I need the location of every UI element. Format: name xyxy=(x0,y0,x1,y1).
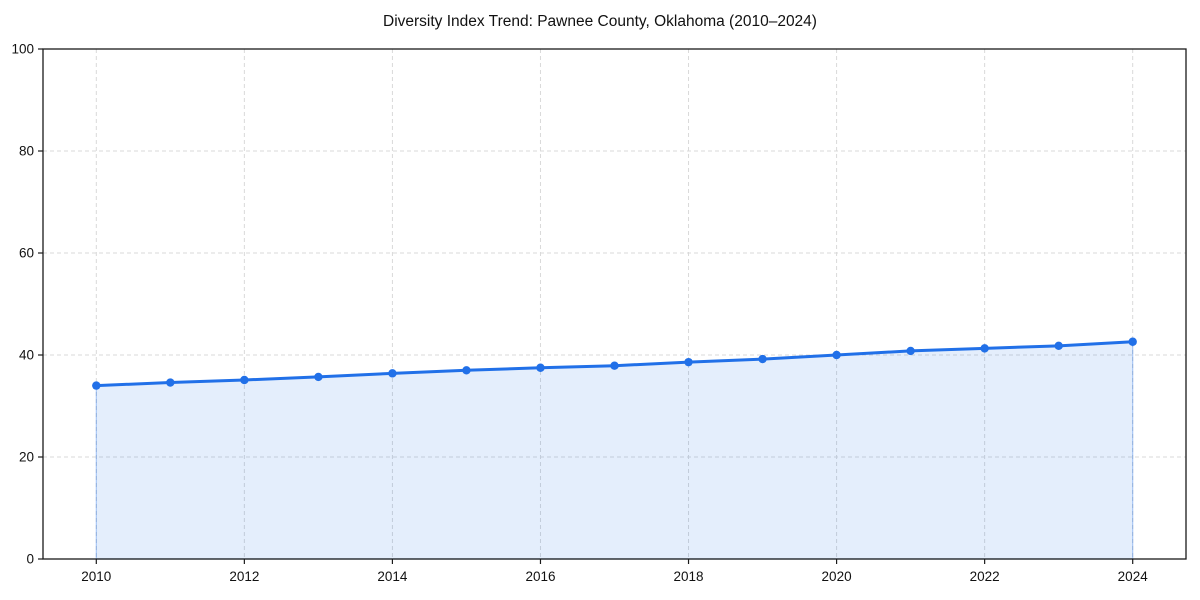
data-point-marker xyxy=(610,361,619,370)
y-tick-label: 40 xyxy=(19,348,34,363)
x-tick-label: 2010 xyxy=(81,569,111,584)
x-tick-label: 2014 xyxy=(377,569,408,584)
x-tick-label: 2020 xyxy=(822,569,852,584)
chart-title: Diversity Index Trend: Pawnee County, Ok… xyxy=(383,13,817,30)
x-tick-label: 2024 xyxy=(1118,569,1149,584)
data-point-marker xyxy=(980,344,989,353)
data-point-marker xyxy=(1128,337,1137,346)
data-point-marker xyxy=(240,375,249,385)
area-fill xyxy=(95,341,1134,560)
data-point-marker xyxy=(1054,341,1063,351)
data-point-marker xyxy=(832,350,841,360)
y-tick-label: 0 xyxy=(26,552,34,567)
y-tick-label: 60 xyxy=(19,246,34,261)
x-tick-label: 2018 xyxy=(674,569,704,584)
y-tick-label: 20 xyxy=(19,450,34,465)
x-tick-label: 2016 xyxy=(525,569,555,584)
y-tick-label: 100 xyxy=(11,42,34,57)
data-point-marker xyxy=(536,363,545,372)
y-tick-label: 80 xyxy=(19,144,34,159)
data-point-marker xyxy=(166,378,175,387)
data-point-marker xyxy=(684,357,693,367)
data-point-marker xyxy=(92,381,101,390)
plot-border xyxy=(42,48,1187,560)
data-point-marker xyxy=(388,369,397,378)
data-point-marker xyxy=(314,372,323,382)
x-tick-label: 2022 xyxy=(970,569,1000,584)
data-point-marker xyxy=(462,366,471,375)
data-point-marker xyxy=(758,354,767,364)
data-point-marker xyxy=(906,346,915,356)
x-tick-label: 2012 xyxy=(229,569,259,584)
